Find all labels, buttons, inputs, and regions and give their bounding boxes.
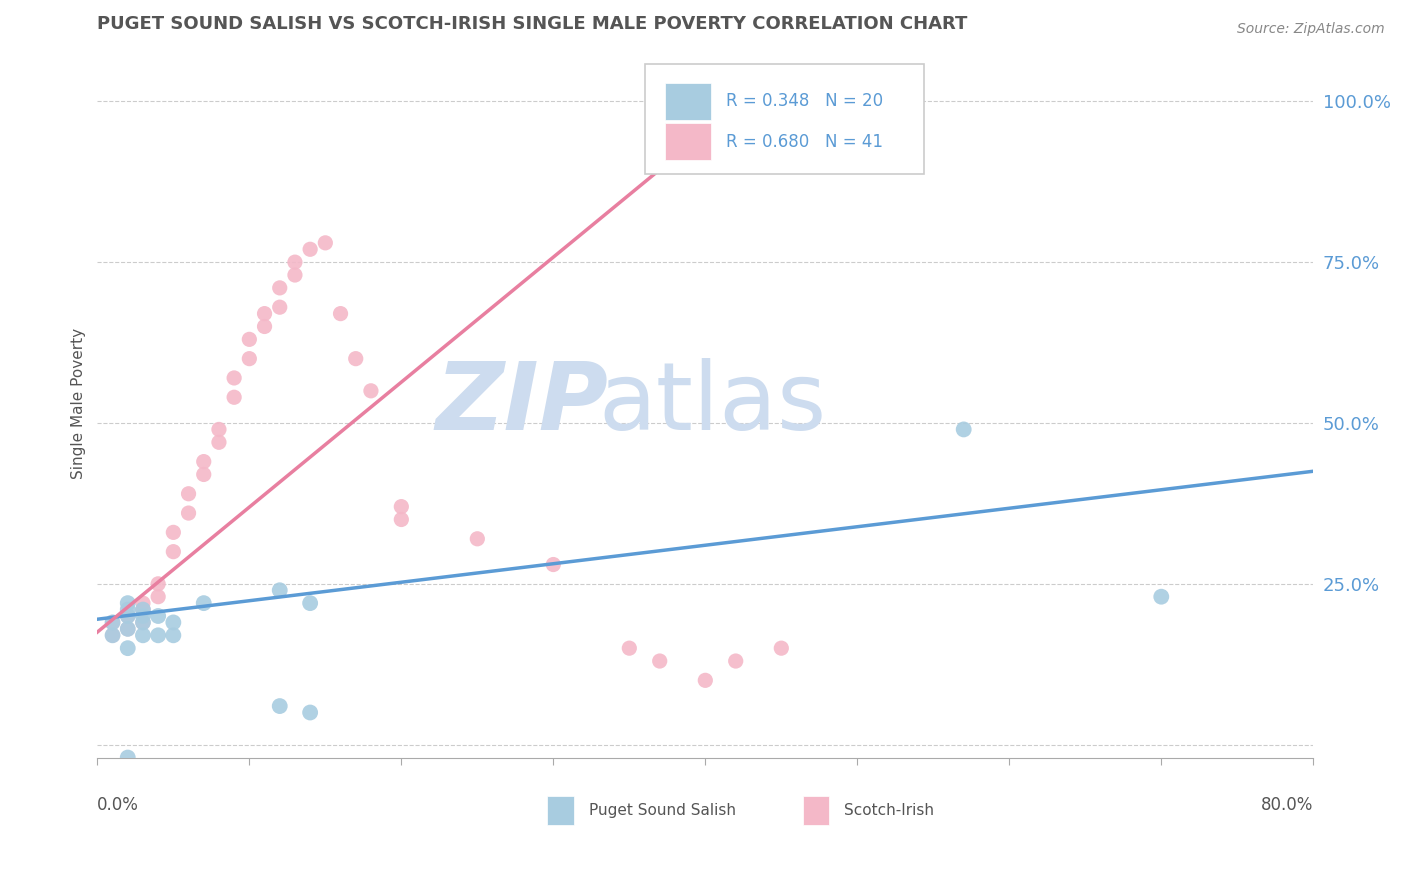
Point (1150, 590, 1173, 604)
Text: R = 0.348   N = 20: R = 0.348 N = 20 (725, 93, 883, 111)
Point (162, 615, 184, 630)
Point (117, 622, 139, 636)
Text: R = 0.680   N = 41: R = 0.680 N = 41 (725, 133, 883, 151)
Point (101, 628, 124, 642)
Point (238, 332, 260, 346)
FancyBboxPatch shape (644, 64, 924, 174)
Text: Scotch-Irish: Scotch-Irish (844, 803, 934, 818)
Text: ZIP: ZIP (436, 358, 607, 450)
Point (314, 235, 336, 250)
Point (208, 435, 231, 450)
Point (117, 641, 139, 656)
Point (253, 319, 276, 334)
Point (117, 622, 139, 636)
Point (389, 500, 412, 514)
Point (162, 525, 184, 540)
Text: 0.0%: 0.0% (97, 797, 139, 814)
Point (132, 615, 155, 630)
Point (284, 255, 307, 269)
Point (162, 544, 184, 558)
Point (360, 384, 382, 398)
Point (117, 596, 139, 610)
Point (648, 654, 671, 668)
Point (269, 699, 291, 714)
Point (695, 673, 717, 688)
Text: atlas: atlas (599, 358, 827, 450)
Point (253, 307, 276, 321)
Point (269, 281, 291, 295)
Point (132, 628, 155, 642)
Point (132, 602, 155, 616)
Point (101, 615, 124, 630)
Point (132, 602, 155, 616)
Bar (665, 83, 711, 120)
Point (208, 422, 231, 436)
Point (117, 609, 139, 624)
Point (117, 609, 139, 624)
Bar (547, 796, 574, 825)
Point (952, 422, 974, 436)
Point (224, 371, 246, 385)
Point (770, 641, 793, 656)
Bar (665, 123, 711, 161)
Point (619, 641, 641, 656)
Point (224, 390, 246, 404)
Point (329, 307, 352, 321)
Point (299, 596, 322, 610)
Text: PUGET SOUND SALISH VS SCOTCH-IRISH SINGLE MALE POVERTY CORRELATION CHART: PUGET SOUND SALISH VS SCOTCH-IRISH SINGL… (97, 15, 967, 33)
Point (146, 577, 169, 591)
Point (299, 242, 322, 256)
Point (389, 512, 412, 526)
Point (193, 467, 215, 482)
Point (284, 268, 307, 282)
Point (193, 764, 215, 778)
Point (193, 454, 215, 468)
Bar (803, 796, 830, 825)
Point (162, 628, 184, 642)
Point (101, 615, 124, 630)
Text: Puget Sound Salish: Puget Sound Salish (589, 803, 735, 818)
Point (146, 609, 169, 624)
Point (101, 628, 124, 642)
Text: 80.0%: 80.0% (1261, 797, 1313, 814)
Point (146, 628, 169, 642)
Point (269, 583, 291, 598)
Point (269, 300, 291, 314)
Point (117, 602, 139, 616)
Point (117, 750, 139, 764)
Point (465, 532, 488, 546)
Point (724, 654, 747, 668)
Y-axis label: Single Male Poverty: Single Male Poverty (72, 328, 86, 479)
Point (177, 506, 200, 520)
Text: Source: ZipAtlas.com: Source: ZipAtlas.com (1237, 22, 1385, 37)
Point (132, 609, 155, 624)
Point (132, 615, 155, 630)
Point (238, 351, 260, 366)
Point (543, 558, 565, 572)
Point (132, 596, 155, 610)
Point (299, 706, 322, 720)
Point (146, 590, 169, 604)
Point (344, 351, 367, 366)
Point (177, 487, 200, 501)
Point (193, 596, 215, 610)
